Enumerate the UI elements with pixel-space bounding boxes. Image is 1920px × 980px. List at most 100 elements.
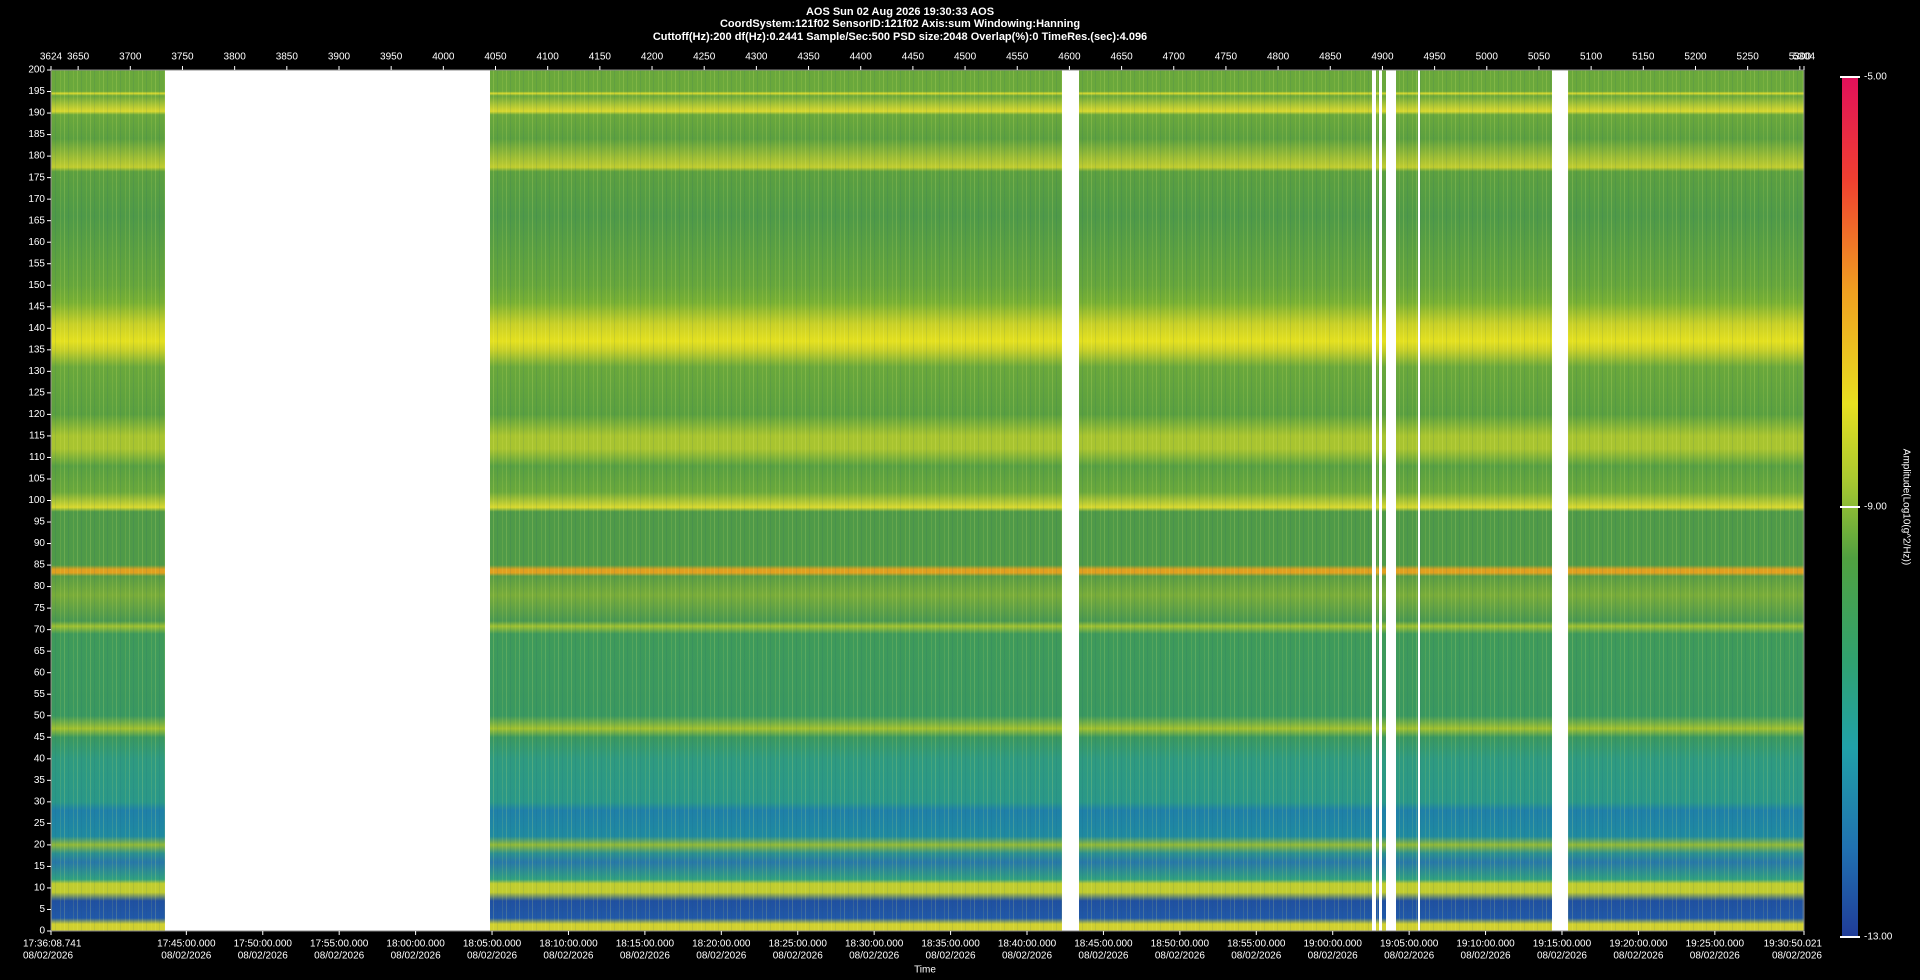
y-tick-label: 175 <box>28 172 45 183</box>
x2-tick-label: 19:10:00.000 <box>1456 939 1515 950</box>
x-tick-label: 3800 <box>224 52 247 63</box>
y-tick-label: 55 <box>34 689 46 700</box>
y-tick-label: 90 <box>34 538 46 549</box>
x2-tick-date: 08/02/2026 <box>161 951 211 962</box>
y-tick-label: 110 <box>29 452 45 463</box>
y-tick-label: 190 <box>28 108 45 119</box>
y-tick-label: 160 <box>28 237 45 248</box>
y-tick-label: 195 <box>28 86 45 97</box>
x-tick-label: 4500 <box>954 52 977 63</box>
x2-tick-label: 18:50:00.000 <box>1151 939 1210 950</box>
x-tick-label: 4900 <box>1371 52 1394 63</box>
y-tick-label: 70 <box>34 624 46 635</box>
y-tick-label: 105 <box>28 474 45 485</box>
y-tick-label: 155 <box>28 258 45 269</box>
y-tick-label: 115 <box>29 431 45 442</box>
x2-tick-label: 19:20:00.000 <box>1609 939 1668 950</box>
y-tick-label: 40 <box>34 753 46 764</box>
x2-tick-date: 08/02/2026 <box>1308 951 1358 962</box>
x-tick-label: 4400 <box>850 52 873 63</box>
y-tick-label: 60 <box>34 667 46 678</box>
x-tick-label: 5050 <box>1528 52 1551 63</box>
data-gap <box>1418 70 1420 931</box>
y-tick-label: 75 <box>34 603 46 614</box>
y-tick-label: 0 <box>39 926 45 937</box>
x2-tick-label: 18:15:00.000 <box>616 939 675 950</box>
x-tick-label: 4200 <box>641 52 664 63</box>
x-tick-label: 5100 <box>1580 52 1603 63</box>
x2-tick-label: 18:30:00.000 <box>845 939 904 950</box>
x-tick-label: 4800 <box>1267 52 1290 63</box>
x2-tick-label: 18:55:00.000 <box>1227 939 1286 950</box>
y-tick-label: 25 <box>34 818 46 829</box>
x2-tick-label: 18:10:00.000 <box>539 939 598 950</box>
y-tick-label: 10 <box>34 883 46 894</box>
x2-tick-label: 19:30:50.021 <box>1764 939 1823 950</box>
x2-tick-date: 08/02/2026 <box>696 951 746 962</box>
x2-tick-date: 08/02/2026 <box>1231 951 1281 962</box>
x2-tick-label: 19:25:00.000 <box>1686 939 1745 950</box>
y-tick-label: 65 <box>34 646 46 657</box>
x2-tick-date: 08/02/2026 <box>1690 951 1740 962</box>
x-tick-label: 4350 <box>797 52 820 63</box>
x2-tick-label: 19:00:00.000 <box>1304 939 1363 950</box>
x-tick-label: 5304 <box>1793 52 1816 63</box>
x2-tick-date: 08/02/2026 <box>23 951 73 962</box>
y-tick-label: 80 <box>34 581 46 592</box>
y-tick-label: 165 <box>28 215 45 226</box>
x-tick-label: 3750 <box>171 52 194 63</box>
x2-tick-label: 19:05:00.000 <box>1380 939 1439 950</box>
x-tick-label: 4050 <box>484 52 507 63</box>
x-tick-label: 4950 <box>1423 52 1446 63</box>
x2-tick-date: 08/02/2026 <box>1537 951 1587 962</box>
x-tick-label: 4700 <box>1163 52 1186 63</box>
x-tick-label: 4850 <box>1319 52 1342 63</box>
x2-tick-label: 18:40:00.000 <box>998 939 1057 950</box>
y-tick-label: 140 <box>28 323 45 334</box>
y-tick-label: 170 <box>28 194 45 205</box>
x-tick-label: 4650 <box>1110 52 1133 63</box>
x-tick-label: 4300 <box>745 52 768 63</box>
x-tick-label: 4600 <box>1058 52 1081 63</box>
data-gap <box>1552 70 1568 931</box>
colorbar-tick-label: -13.00 <box>1864 932 1893 943</box>
x2-tick-date: 08/02/2026 <box>391 951 441 962</box>
x2-tick-date: 08/02/2026 <box>620 951 670 962</box>
x-tick-label: 4000 <box>432 52 455 63</box>
x2-tick-date: 08/02/2026 <box>238 951 288 962</box>
data-gap <box>1386 70 1396 931</box>
x2-tick-date: 08/02/2026 <box>1384 951 1434 962</box>
x-tick-label: 3624 <box>40 52 63 63</box>
chart-info: Cuttoff(Hz):200 df(Hz):0.2441 Sample/Sec… <box>653 31 1147 43</box>
y-tick-label: 50 <box>34 710 46 721</box>
y-tick-label: 95 <box>34 517 46 528</box>
x-tick-label: 3700 <box>119 52 142 63</box>
colorbar-tick-label: -5.00 <box>1864 72 1887 83</box>
x-tick-label: 4250 <box>693 52 716 63</box>
data-gap <box>165 70 490 931</box>
x2-tick-label: 18:05:00.000 <box>463 939 522 950</box>
x-tick-label: 5150 <box>1632 52 1655 63</box>
x2-tick-label: 19:15:00.000 <box>1533 939 1592 950</box>
x-tick-label: 3950 <box>380 52 403 63</box>
x2-tick-date: 08/02/2026 <box>1155 951 1205 962</box>
spectrogram <box>51 70 1804 931</box>
x2-tick-date: 08/02/2026 <box>314 951 364 962</box>
colorbar-tick-label: -9.00 <box>1864 502 1887 513</box>
x2-tick-date: 08/02/2026 <box>1078 951 1128 962</box>
y-tick-label: 35 <box>34 775 46 786</box>
x2-tick-label: 17:50:00.000 <box>234 939 293 950</box>
x-tick-label: 4450 <box>902 52 925 63</box>
x2-tick-date: 08/02/2026 <box>543 951 593 962</box>
x2-tick-date: 08/02/2026 <box>1772 951 1822 962</box>
y-tick-label: 135 <box>28 344 45 355</box>
x-tick-label: 4550 <box>1006 52 1029 63</box>
x2-tick-label: 18:35:00.000 <box>921 939 980 950</box>
y-tick-label: 150 <box>28 280 45 291</box>
x-tick-label: 4750 <box>1215 52 1238 63</box>
y-tick-label: 145 <box>28 301 45 312</box>
x-tick-label: 5000 <box>1476 52 1499 63</box>
y-tick-label: 20 <box>34 840 46 851</box>
